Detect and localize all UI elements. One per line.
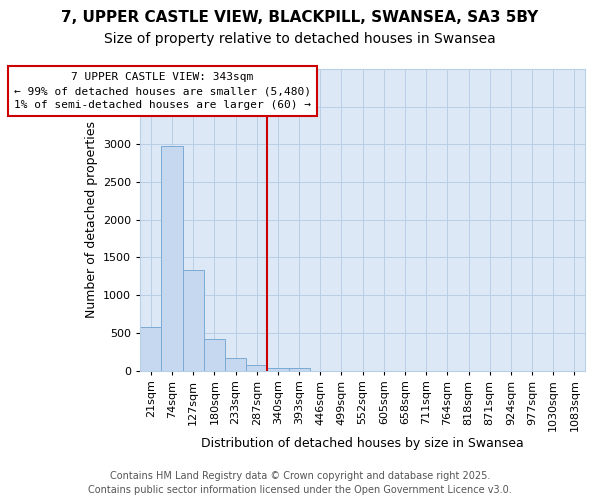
Text: Contains HM Land Registry data © Crown copyright and database right 2025.
Contai: Contains HM Land Registry data © Crown c… xyxy=(88,471,512,495)
Text: 7, UPPER CASTLE VIEW, BLACKPILL, SWANSEA, SA3 5BY: 7, UPPER CASTLE VIEW, BLACKPILL, SWANSEA… xyxy=(61,10,539,25)
X-axis label: Distribution of detached houses by size in Swansea: Distribution of detached houses by size … xyxy=(201,437,524,450)
Bar xyxy=(225,358,246,370)
Bar xyxy=(140,327,161,370)
Bar xyxy=(246,364,268,370)
Bar xyxy=(182,270,204,370)
Text: 7 UPPER CASTLE VIEW: 343sqm
← 99% of detached houses are smaller (5,480)
1% of s: 7 UPPER CASTLE VIEW: 343sqm ← 99% of det… xyxy=(14,72,311,110)
Bar xyxy=(268,368,289,370)
Text: Size of property relative to detached houses in Swansea: Size of property relative to detached ho… xyxy=(104,32,496,46)
Bar xyxy=(204,339,225,370)
Y-axis label: Number of detached properties: Number of detached properties xyxy=(85,122,98,318)
Bar xyxy=(289,368,310,370)
Bar xyxy=(161,146,182,370)
